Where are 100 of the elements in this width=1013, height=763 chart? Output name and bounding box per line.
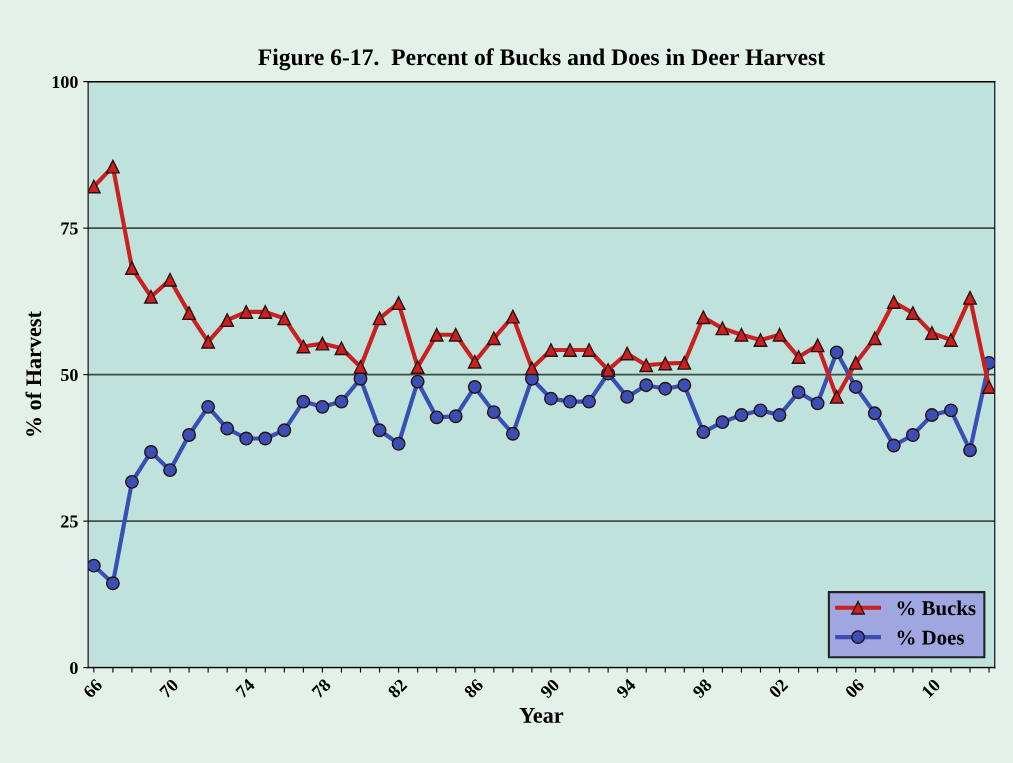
point [620,389,635,404]
point [524,361,539,376]
point [486,331,501,346]
point [753,333,768,348]
point [410,374,425,389]
point [372,423,387,438]
point [867,406,882,421]
x-tick-label: 06 [844,678,865,699]
point [163,463,177,478]
point [905,428,920,442]
x-tick-label: 66 [82,678,104,699]
point [315,399,330,414]
point [353,360,368,374]
point [182,306,197,321]
point [639,378,654,393]
point [924,326,939,340]
point [448,409,463,424]
chart-title: Figure 6-17. Percent of Bucks and Does in Deer Harvest [258,48,825,71]
point [239,304,254,319]
point [144,289,158,304]
legend-label: % Does [897,630,964,645]
point [696,310,711,325]
point [296,339,311,354]
point [563,343,577,357]
point [848,355,863,370]
point [544,343,558,357]
point [163,272,177,287]
point [848,379,863,394]
y-tick-label: 75 [61,222,78,235]
point [124,474,139,489]
y-tick-label: 100 [52,75,78,89]
x-tick-label: 90 [539,678,561,699]
point [429,410,444,425]
point [963,290,977,305]
point [944,333,958,348]
x-axis-title: Year [519,708,564,723]
point [505,309,520,324]
point [258,304,273,319]
point [715,321,730,336]
point [582,394,597,409]
point [677,378,692,393]
point [677,355,692,370]
point [239,431,254,446]
x-tick-label: 86 [463,678,484,699]
point [772,408,787,423]
point [658,356,673,371]
y-tick-label: 0 [70,661,78,675]
point [315,336,330,351]
point [963,443,977,458]
point [734,327,749,342]
point [620,346,635,361]
x-tick-label: 70 [158,678,180,699]
point [944,403,958,418]
point [429,327,444,342]
y-tick-label: 25 [61,515,78,528]
point [810,396,825,411]
point [791,385,806,400]
point [582,343,597,357]
point [715,415,730,430]
point [105,159,120,174]
point [201,399,216,414]
point [448,327,463,342]
point [144,445,158,459]
point [563,394,577,409]
point [296,394,311,409]
point [658,381,673,396]
point [467,354,482,369]
x-tick-label: 02 [768,678,789,699]
point [467,379,482,394]
point [258,431,273,446]
point [391,436,406,451]
x-tick-label: 82 [387,678,408,699]
point [696,425,711,440]
point [334,394,349,409]
point [601,363,616,377]
point [182,428,197,442]
point [486,405,501,420]
point [505,426,520,441]
x-tick-label: 98 [691,678,713,699]
point [791,350,806,364]
point [924,408,939,423]
point [544,391,558,406]
x-tick-label: 94 [615,677,637,699]
point [334,341,349,356]
point [220,421,235,436]
point [886,438,901,453]
point [982,379,995,394]
point [639,358,654,373]
point [886,295,901,309]
point [391,296,406,311]
x-tick-label: 10 [921,678,941,699]
point [372,311,387,326]
point [753,403,768,418]
x-tick-label: 78 [311,678,332,699]
point [277,311,292,326]
point [124,261,139,275]
point [88,558,101,573]
point [201,334,216,349]
point [734,408,749,423]
y-tick-label: 50 [61,368,78,382]
